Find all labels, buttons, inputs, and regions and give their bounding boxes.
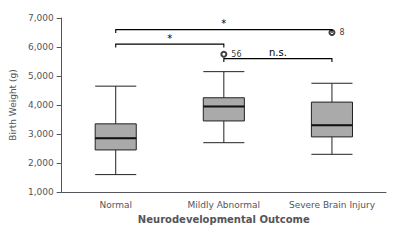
svg-text:Neurodevelopmental Outcome: Neurodevelopmental Outcome [138, 214, 310, 225]
svg-text:Normal: Normal [99, 200, 132, 210]
svg-text:Severe Brain Injury: Severe Brain Injury [289, 200, 376, 210]
svg-text:Birth Weight (g): Birth Weight (g) [8, 69, 18, 140]
svg-text:3,000: 3,000 [28, 129, 54, 139]
svg-text:5,000: 5,000 [28, 71, 54, 81]
svg-text:Mildly Abnormal: Mildly Abnormal [188, 200, 261, 210]
svg-text:56: 56 [231, 50, 241, 59]
svg-text:8: 8 [339, 28, 344, 37]
svg-text:n.s.: n.s. [269, 47, 287, 58]
svg-text:7,000: 7,000 [28, 13, 54, 23]
svg-text:*: * [167, 33, 172, 44]
svg-text:4,000: 4,000 [28, 100, 54, 110]
svg-text:2,000: 2,000 [28, 158, 54, 168]
svg-text:*: * [221, 18, 226, 29]
svg-text:6,000: 6,000 [28, 42, 54, 52]
svg-text:1,000: 1,000 [28, 187, 54, 197]
